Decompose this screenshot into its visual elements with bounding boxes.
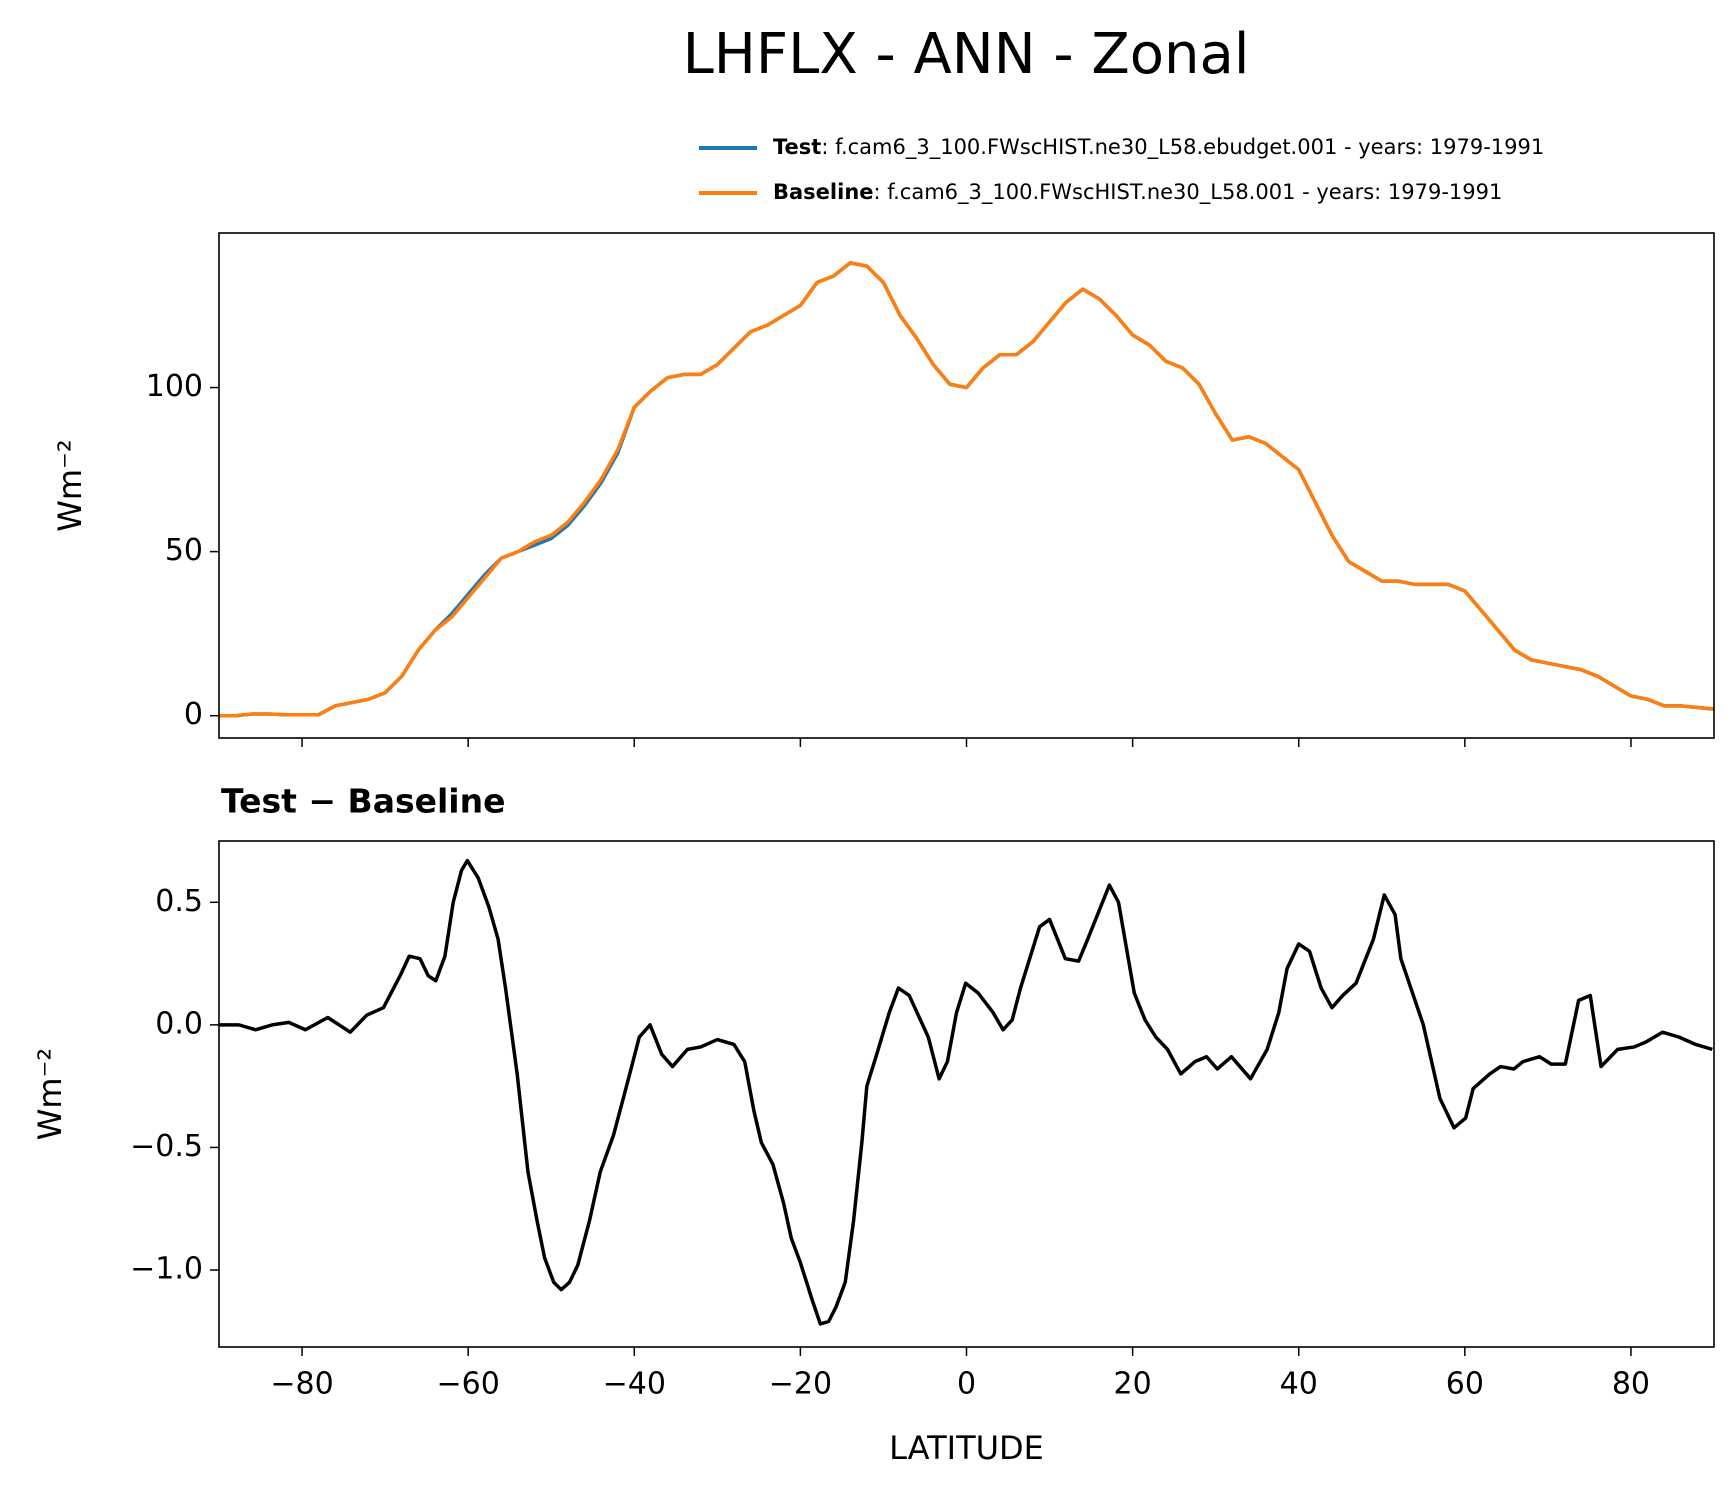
legend-name: Test — [773, 135, 821, 159]
series-line — [219, 261, 1715, 718]
y-tick-label: 50 — [165, 533, 203, 568]
y-tick-label: −1.0 — [130, 1252, 203, 1287]
x-tick-label: −20 — [769, 1367, 832, 1402]
x-tick-label: 80 — [1612, 1367, 1650, 1402]
x-axis-label: LATITUDE — [889, 1429, 1044, 1467]
figure-title: LHFLX - ANN - Zonal — [683, 22, 1250, 87]
y-tick-label: 0 — [184, 697, 203, 732]
y-axis-label: Wm⁻² — [51, 439, 89, 532]
axes-title: Test − Baseline — [221, 782, 506, 821]
y-tick-label: −0.5 — [130, 1129, 203, 1164]
series-line — [219, 858, 1713, 1326]
legend-name: Baseline — [773, 180, 874, 204]
x-tick-label: 20 — [1114, 1367, 1152, 1402]
y-axis-label: Wm⁻² — [31, 1048, 69, 1141]
legend-entry: Baseline: f.cam6_3_100.FWscHIST.ne30_L58… — [773, 180, 1502, 205]
y-tick-label: 0.0 — [155, 1006, 203, 1041]
y-tick-label: 100 — [146, 369, 203, 404]
x-tick-label: 0 — [957, 1367, 976, 1402]
legend-entry: Test: f.cam6_3_100.FWscHIST.ne30_L58.ebu… — [773, 135, 1544, 160]
legend-description: : f.cam6_3_100.FWscHIST.ne30_L58.ebudget… — [821, 135, 1544, 160]
x-tick-label: 60 — [1446, 1367, 1484, 1402]
x-tick-label: −80 — [270, 1367, 333, 1402]
x-tick-label: −60 — [437, 1367, 500, 1402]
legend-description: : f.cam6_3_100.FWscHIST.ne30_L58.001 - y… — [874, 180, 1503, 205]
x-tick-label: −40 — [603, 1367, 666, 1402]
y-tick-label: 0.5 — [155, 884, 203, 919]
axes-frame — [218, 840, 1715, 1348]
axes-frame — [218, 232, 1715, 739]
x-tick-label: 40 — [1280, 1367, 1318, 1402]
